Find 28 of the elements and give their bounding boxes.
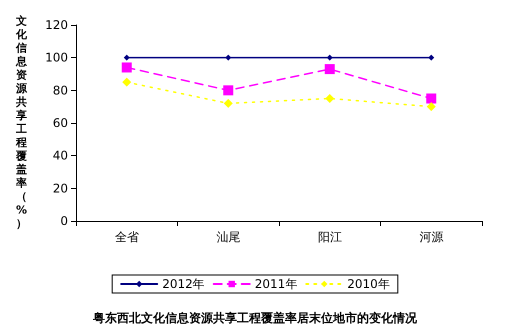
x-tick-label: 阳江 [318,230,342,244]
x-tick-label: 汕尾 [216,230,240,244]
y-tick-label: 100 [45,50,68,65]
y-tick-label: 120 [45,18,68,32]
point [122,78,132,87]
point [326,54,333,61]
point [224,98,233,108]
point [122,62,132,72]
x-tick-label: 全省 [114,230,139,244]
legend-label: 2010年 [347,277,390,291]
point [426,102,436,112]
point [325,94,334,103]
y-tick-label: 80 [52,83,68,98]
point [223,85,234,96]
point [124,54,130,61]
y-tick-label: 60 [52,116,68,130]
point [225,54,232,61]
x-tick-label: 河源 [419,230,444,244]
y-tick-label: 40 [52,148,68,163]
y-tick-label: 20 [52,181,68,196]
point [426,94,436,104]
text: 粤东西北文化信息资源共享工程覆盖率居末位地市的变化情况 [92,311,418,325]
legend-label: 2011年 [254,277,298,291]
point [428,54,434,61]
y-tick-label: 0 [60,214,68,228]
legend-label: 2012年 [162,277,205,291]
text: 文化信息资源共享工程覆盖率（%） [16,14,28,230]
point [324,64,335,74]
